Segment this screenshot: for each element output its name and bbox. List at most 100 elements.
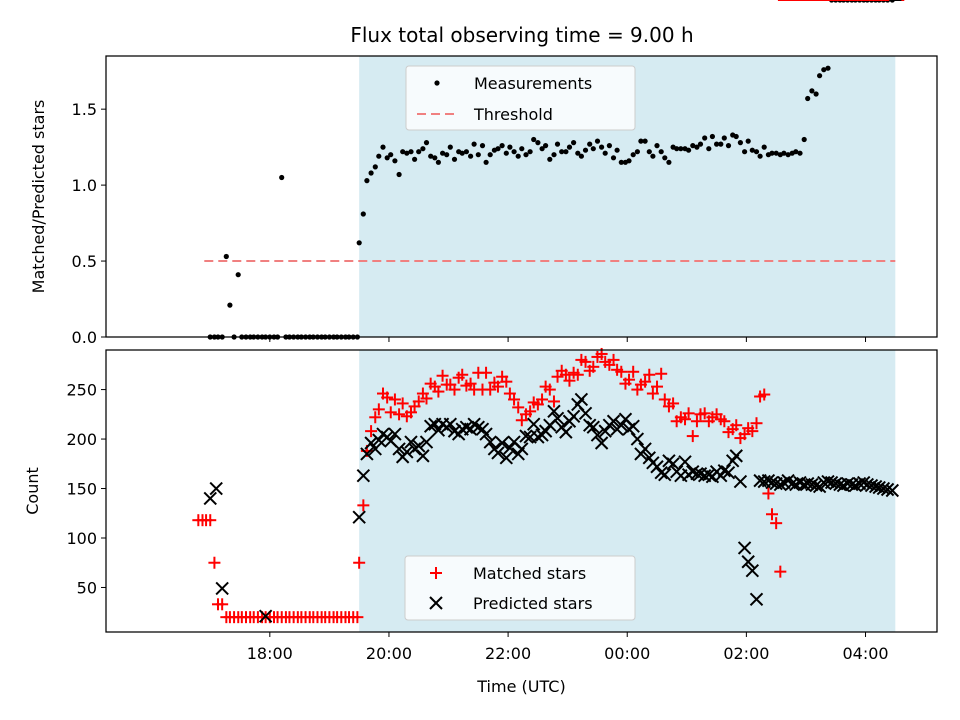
measurement-point — [380, 144, 386, 150]
ratio-y-ticks: 0.0 0.5 1.0 1.5 — [72, 100, 106, 347]
matched-star-point — [655, 367, 668, 380]
matched-star-point — [508, 393, 521, 406]
predicted-star-stroke — [423, 419, 438, 433]
predicted-star-stroke — [737, 541, 752, 555]
predicted-star-stroke — [686, 464, 700, 479]
matched-star-point — [646, 387, 659, 400]
matched-star-point — [384, 406, 397, 419]
matched-star-point — [351, 611, 364, 624]
predicted-star-stroke — [586, 420, 600, 434]
measurement-point — [582, 147, 589, 153]
ratio-axes-frame — [105, 55, 938, 338]
matched-star-point — [524, 405, 537, 418]
x-tick-label: 02:00 — [723, 644, 769, 663]
measurement-point — [817, 73, 823, 79]
predicted-star-stroke — [590, 428, 605, 442]
measurement-point — [479, 143, 486, 149]
predicted-star-stroke — [741, 555, 755, 569]
predicted-star-stroke — [618, 412, 633, 426]
predicted-star-point — [566, 409, 581, 424]
predicted-star-point — [531, 430, 545, 444]
measurement-point — [499, 143, 505, 149]
predicted-star-point — [741, 555, 755, 569]
predicted-star-point — [423, 419, 438, 433]
measurement-point — [435, 159, 441, 165]
counts-panel: 50 100 150 200 250 18:00 20:00 22:00 00:00 02:00… — [23, 0, 938, 696]
counts-x-ticks: 18:00 20:00 22:00 00:00 02:00 04:00 — [247, 632, 889, 663]
predicted-star-stroke — [630, 432, 645, 446]
legend-measurements-marker — [434, 80, 440, 86]
measurement-point — [279, 174, 285, 181]
matched-star-point — [682, 407, 695, 420]
predicted-star-stroke — [392, 442, 406, 456]
predicted-star-point — [527, 417, 541, 431]
predicted-star-stroke — [583, 418, 597, 432]
matched-star-point — [448, 383, 461, 396]
predicted-star-stroke — [702, 467, 716, 482]
measurement-point — [662, 155, 668, 161]
predicted-star-point — [868, 479, 883, 494]
x-tick-label: 20:00 — [366, 644, 412, 663]
y-tick-label: 200 — [66, 430, 97, 449]
predicted-star-point — [483, 435, 497, 449]
measurement-point — [575, 150, 581, 156]
predicted-star-point — [479, 427, 493, 441]
chart-title: Flux total observing time = 9.00 h — [350, 23, 693, 47]
predicted-star-point — [702, 467, 716, 482]
measurement-point — [606, 143, 613, 149]
measurement-point — [587, 141, 593, 147]
predicted-star-point — [443, 417, 458, 431]
legend-matched-label: Matched stars — [473, 564, 586, 583]
measurement-point — [571, 140, 577, 146]
predicted-star-stroke — [885, 483, 900, 498]
measurement-point — [400, 149, 406, 155]
measurement-point — [559, 149, 565, 155]
predicted-star-stroke — [574, 392, 589, 407]
predicted-star-point — [594, 436, 609, 450]
measurement-point — [638, 138, 644, 144]
predicted-star-point — [805, 477, 819, 492]
measurement-point — [590, 146, 596, 152]
measurement-point — [650, 153, 656, 159]
y-tick-label: 150 — [66, 480, 97, 499]
measurement-point — [709, 133, 716, 140]
measurement-point — [444, 152, 450, 158]
predicted-star-stroke — [400, 445, 414, 459]
matched-star-point — [204, 514, 217, 527]
measurement-point — [412, 156, 418, 162]
predicted-star-stroke — [824, 475, 839, 490]
measurement-point — [404, 150, 410, 156]
predicted-star-point — [773, 477, 788, 492]
predicted-star-stroke — [388, 427, 402, 441]
matched-star-point — [571, 368, 584, 381]
measurement-point — [227, 302, 233, 308]
predicted-star-stroke — [479, 427, 493, 441]
matched-star-point — [412, 395, 425, 408]
measurement-point — [594, 138, 601, 144]
matched-star-point — [698, 407, 711, 420]
predicted-star-point — [824, 475, 839, 490]
predicted-star-stroke — [638, 442, 652, 456]
matched-star-point — [393, 408, 406, 421]
predicted-star-point — [203, 491, 217, 506]
predicted-star-point — [666, 457, 680, 471]
predicted-star-stroke — [761, 473, 776, 488]
predicted-star-stroke — [857, 475, 871, 490]
predicted-star-stroke — [550, 411, 565, 425]
matched-star-point — [543, 383, 556, 396]
predicted-star-point — [578, 406, 593, 421]
predicted-star-point — [392, 442, 406, 456]
predicted-star-stroke — [384, 434, 398, 448]
predicted-star-stroke — [678, 455, 692, 469]
measurement-point — [769, 150, 775, 156]
predicted-star-point — [717, 464, 732, 478]
matched-star-point — [369, 411, 382, 424]
predicted-star-stroke — [483, 435, 497, 449]
predicted-star-point — [857, 475, 871, 490]
y-tick-label: 250 — [66, 381, 97, 400]
counts-axes-frame — [105, 349, 938, 633]
predicted-star-stroke — [864, 478, 879, 493]
predicted-star-stroke — [352, 510, 366, 524]
predicted-star-point — [614, 418, 628, 432]
